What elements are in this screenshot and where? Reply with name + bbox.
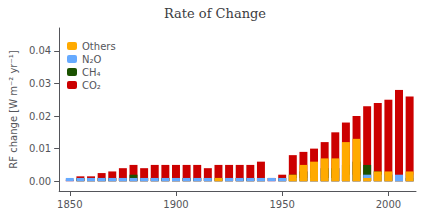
svg-text:1850: 1850 [57, 199, 82, 210]
svg-text:0.04: 0.04 [29, 45, 51, 56]
svg-text:1900: 1900 [163, 199, 188, 210]
svg-text:1950: 1950 [269, 199, 294, 210]
svg-text:Others: Others [82, 41, 116, 52]
svg-text:Rate of Change: Rate of Change [164, 6, 266, 21]
svg-text:CH₄: CH₄ [82, 67, 101, 78]
svg-text:0.03: 0.03 [29, 78, 51, 89]
svg-text:2000: 2000 [376, 199, 401, 210]
svg-text:0.00: 0.00 [29, 176, 51, 187]
svg-text:0.01: 0.01 [29, 143, 51, 154]
svg-text:N₂O: N₂O [82, 54, 101, 65]
svg-text:CO₂: CO₂ [82, 80, 101, 91]
svg-text:0.02: 0.02 [29, 111, 51, 122]
svg-text:RF change [W m⁻² yr⁻¹]: RF change [W m⁻² yr⁻¹] [8, 50, 19, 168]
